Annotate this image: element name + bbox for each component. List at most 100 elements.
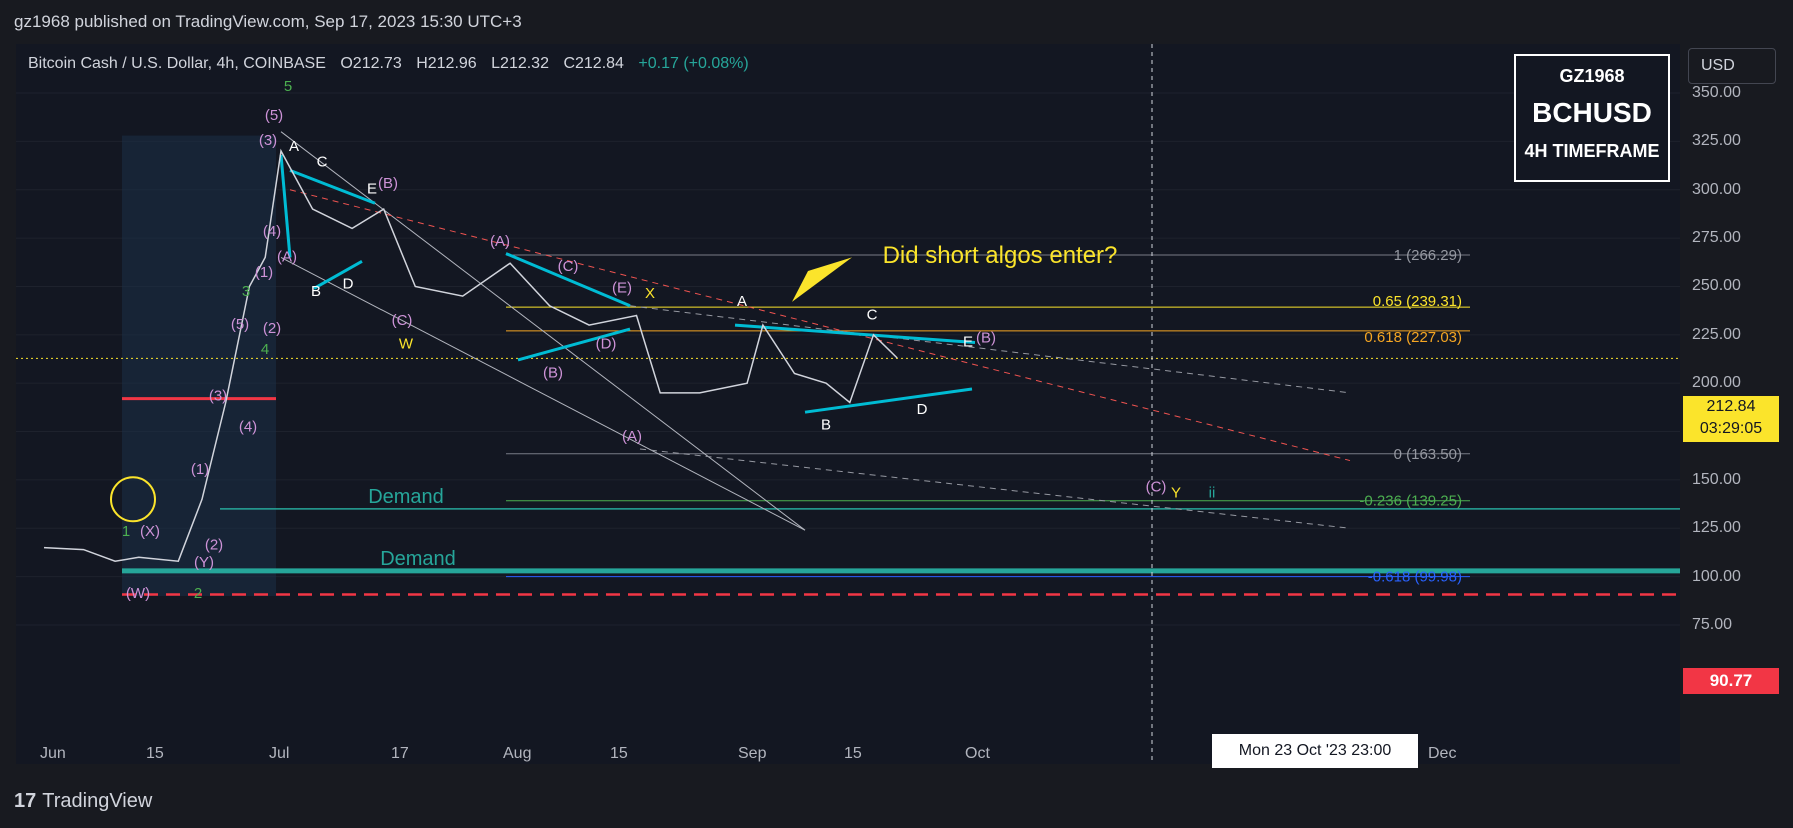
wave-label: (1) (255, 264, 273, 281)
y-tick-label: 350.00 (1692, 84, 1741, 101)
wave-label: (W) (126, 585, 150, 602)
x-tick-label: Oct (965, 745, 990, 762)
bar-countdown: 03:29:05 (1699, 420, 1763, 437)
ohlc-low: L212.32 (491, 55, 549, 72)
wave-label: (B) (976, 330, 996, 347)
last-price-tag: 212.84 03:29:05 (1683, 396, 1779, 442)
wave-label: X (645, 285, 655, 302)
wave-label: (Y) (194, 554, 214, 571)
crosshair-date-label: Mon 23 Oct '23 23:00 (1212, 734, 1418, 768)
y-tick-label: 300.00 (1692, 180, 1741, 198)
x-tick-label: 15 (844, 745, 862, 762)
wave-label: 4 (261, 341, 269, 358)
fib-level-label: 0 (163.50) (1394, 446, 1462, 463)
brand-name: TradingView (42, 790, 153, 812)
symbol-legend: Bitcoin Cash / U.S. Dollar, 4h, COINBASE… (28, 55, 759, 73)
info-timeframe: 4H TIMEFRAME (1524, 141, 1660, 161)
fib-level-label: 0.618 (227.03) (1364, 329, 1462, 346)
wave-label: (5) (231, 316, 249, 333)
ohlc-change: +0.17 (+0.08%) (638, 55, 749, 72)
pattern-line (313, 259, 363, 290)
x-tick-label: Jul (269, 745, 290, 762)
wave-label: A (737, 293, 747, 310)
y-tick-label: 250.00 (1692, 277, 1741, 295)
demand-zone-label: Demand (368, 486, 444, 508)
wave-label: 5 (284, 78, 292, 95)
x-tick-label: 15 (610, 745, 628, 762)
price-series-line (43, 148, 898, 563)
wave-label: E (963, 333, 973, 350)
wave-label: C (867, 306, 878, 323)
chart-area[interactable]: Demand Demand 1 (266.29) 0.65 (239.31) 0.618… (16, 44, 1680, 764)
y-tick-label: 275.00 (1692, 229, 1741, 247)
wave-label: D (343, 275, 354, 292)
info-symbol: BCHUSD (1532, 97, 1652, 128)
wave-label: (2) (263, 320, 281, 337)
top-bar: gz1968 published on TradingView.com, Sep… (0, 0, 1793, 44)
dashed-trend-upper (629, 305, 1351, 394)
wave-label: (5) (265, 107, 283, 124)
pattern-line (505, 252, 631, 308)
x-tick-label: 15 (146, 745, 164, 762)
wave-label: (X) (140, 523, 160, 540)
symbol-name: Bitcoin Cash / U.S. Dollar, 4h, COINBASE (28, 55, 326, 72)
wave-label: (3) (209, 388, 227, 405)
demand-zone-label: Demand (380, 548, 456, 570)
publish-info: gz1968 published on TradingView.com, Sep… (14, 12, 522, 31)
y-tick-label: 150.00 (1692, 470, 1741, 488)
wave-label: B (311, 283, 321, 300)
y-tick-label: 225.00 (1692, 325, 1741, 343)
wave-label: A (289, 138, 299, 155)
info-box: GZ1968 BCHUSD 4H TIMEFRAME (1514, 54, 1670, 182)
info-author: GZ1968 (1559, 66, 1625, 86)
wave-label: (B) (543, 364, 563, 381)
x-tick-label: Aug (503, 745, 532, 762)
wave-label: (C) (392, 312, 413, 329)
wave-label: (C) (1146, 479, 1167, 496)
ohlc-high: H212.96 (416, 55, 477, 72)
channel-line (280, 131, 806, 531)
y-tick-label: 325.00 (1692, 132, 1741, 150)
wave-label: (A) (277, 248, 297, 265)
last-price: 212.84 (1706, 398, 1756, 415)
wave-label: (3) (259, 132, 277, 149)
annotation-question: Did short algos enter? (883, 242, 1118, 269)
wave-label: (D) (596, 335, 617, 352)
tradingview-logo[interactable]: 17 TradingView (14, 790, 152, 813)
wave-label: W (399, 335, 414, 352)
pattern-line (289, 168, 376, 205)
stop-level-tag: 90.77 (1683, 668, 1779, 694)
ohlc-close: C212.84 (563, 55, 624, 72)
wave-label: (A) (622, 428, 642, 445)
currency-button[interactable]: USD (1688, 48, 1776, 84)
y-tick-label: 200.00 (1692, 374, 1741, 392)
y-tick-label: 100.00 (1692, 567, 1741, 585)
wave-label: E (367, 181, 377, 198)
wave-label: (B) (378, 175, 398, 192)
dashed-trend-lower (639, 448, 1351, 529)
wave-label: 2 (194, 585, 202, 602)
pattern-line (804, 387, 973, 414)
logo-mark: 17 (14, 790, 37, 812)
wave-label: (C) (558, 258, 579, 275)
annotation-arrow (792, 257, 852, 302)
wave-label: D (917, 401, 928, 418)
wave-label: (E) (612, 279, 632, 296)
x-tick-label: Dec (1428, 745, 1457, 762)
fib-level-label: 0.65 (239.31) (1373, 293, 1462, 310)
fib-level-label: -0.618 (99.98) (1368, 569, 1462, 586)
wave-label: B (821, 417, 831, 434)
x-tick-label: Jun (40, 745, 66, 762)
wave-label: (1) (191, 461, 209, 478)
y-tick-label: 75.00 (1692, 616, 1733, 633)
wave-label: C (317, 154, 328, 171)
wave-label: 1 (122, 523, 130, 540)
wave-label: (A) (490, 233, 510, 250)
wave-label: 3 (242, 283, 250, 300)
highlight-circle (110, 476, 156, 523)
channel-line-lower (280, 256, 806, 531)
wave-label: (4) (239, 419, 257, 436)
pattern-line (517, 327, 631, 362)
pattern-line (734, 323, 976, 345)
ohlc-open: O212.73 (340, 55, 402, 72)
